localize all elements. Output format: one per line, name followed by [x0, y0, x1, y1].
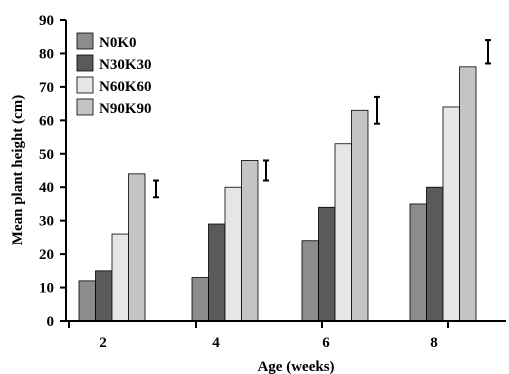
bar-N0K0-week-8 [409, 203, 427, 322]
bar-N90K90-week-2 [128, 173, 146, 322]
legend-swatch [76, 76, 94, 94]
legend-item-N0K0: N0K0 [76, 32, 137, 51]
bar-N0K0-week-4 [191, 277, 209, 322]
legend: N0K0 N30K30 N60K60 N90K90 [76, 32, 152, 117]
error-bar-week-8 [485, 39, 491, 65]
y-tick-label: 90 [39, 13, 54, 29]
bar-N90K90-week-4 [241, 160, 259, 322]
y-tick-label: 50 [39, 147, 54, 163]
y-tick-label: 30 [39, 214, 54, 230]
bars-group [78, 66, 477, 322]
bar-N30K30-week-8 [426, 186, 444, 322]
y-tick-label: 80 [39, 46, 54, 62]
bar-N0K0-week-6 [301, 240, 319, 322]
error-bar-week-2 [153, 179, 159, 199]
x-tick-label: 4 [212, 335, 220, 351]
x-tick-label: 6 [322, 335, 330, 351]
x-ticks-group: 2 4 6 8 [68, 321, 449, 351]
x-tick-label: 8 [430, 335, 438, 351]
legend-item-N90K90: N90K90 [76, 98, 152, 117]
error-bars-group [153, 39, 491, 199]
bar-N60K60-week-2 [111, 233, 129, 322]
legend-label: N90K90 [99, 101, 152, 117]
legend-swatch [76, 32, 94, 50]
y-tick-label: 60 [39, 113, 54, 129]
bar-N0K0-week-2 [78, 280, 96, 322]
y-tick-label: 10 [39, 281, 54, 297]
bar-N30K30-week-6 [318, 206, 336, 322]
bar-N60K60-week-4 [224, 186, 242, 322]
bar-N60K60-week-8 [442, 106, 460, 322]
bar-N30K30-week-4 [208, 223, 226, 322]
legend-swatch [76, 98, 94, 116]
legend-swatch [76, 54, 94, 72]
bar-N90K90-week-8 [459, 66, 477, 322]
bar-N60K60-week-6 [334, 143, 352, 322]
axes-group [65, 20, 506, 322]
x-axis-title: Age (weeks) [257, 359, 334, 374]
legend-label: N60K60 [99, 79, 152, 95]
y-ticks-group: 0 10 20 30 40 50 60 70 80 90 [39, 13, 66, 330]
y-tick-label: 0 [47, 314, 55, 330]
legend-item-N60K60: N60K60 [76, 76, 152, 95]
legend-item-N30K30: N30K30 [76, 54, 152, 73]
legend-label: N0K0 [99, 35, 137, 51]
error-bar-week-6 [374, 95, 380, 125]
y-tick-label: 70 [39, 80, 54, 96]
y-tick-label: 40 [39, 180, 54, 196]
y-axis-title: Mean plant height (cm) [10, 95, 26, 245]
bar-N90K90-week-6 [351, 109, 369, 322]
y-tick-label: 20 [39, 247, 54, 263]
x-tick-label: 2 [99, 335, 107, 351]
bar-N30K30-week-2 [95, 270, 113, 322]
error-bar-week-4 [263, 159, 269, 182]
legend-label: N30K30 [99, 57, 152, 73]
